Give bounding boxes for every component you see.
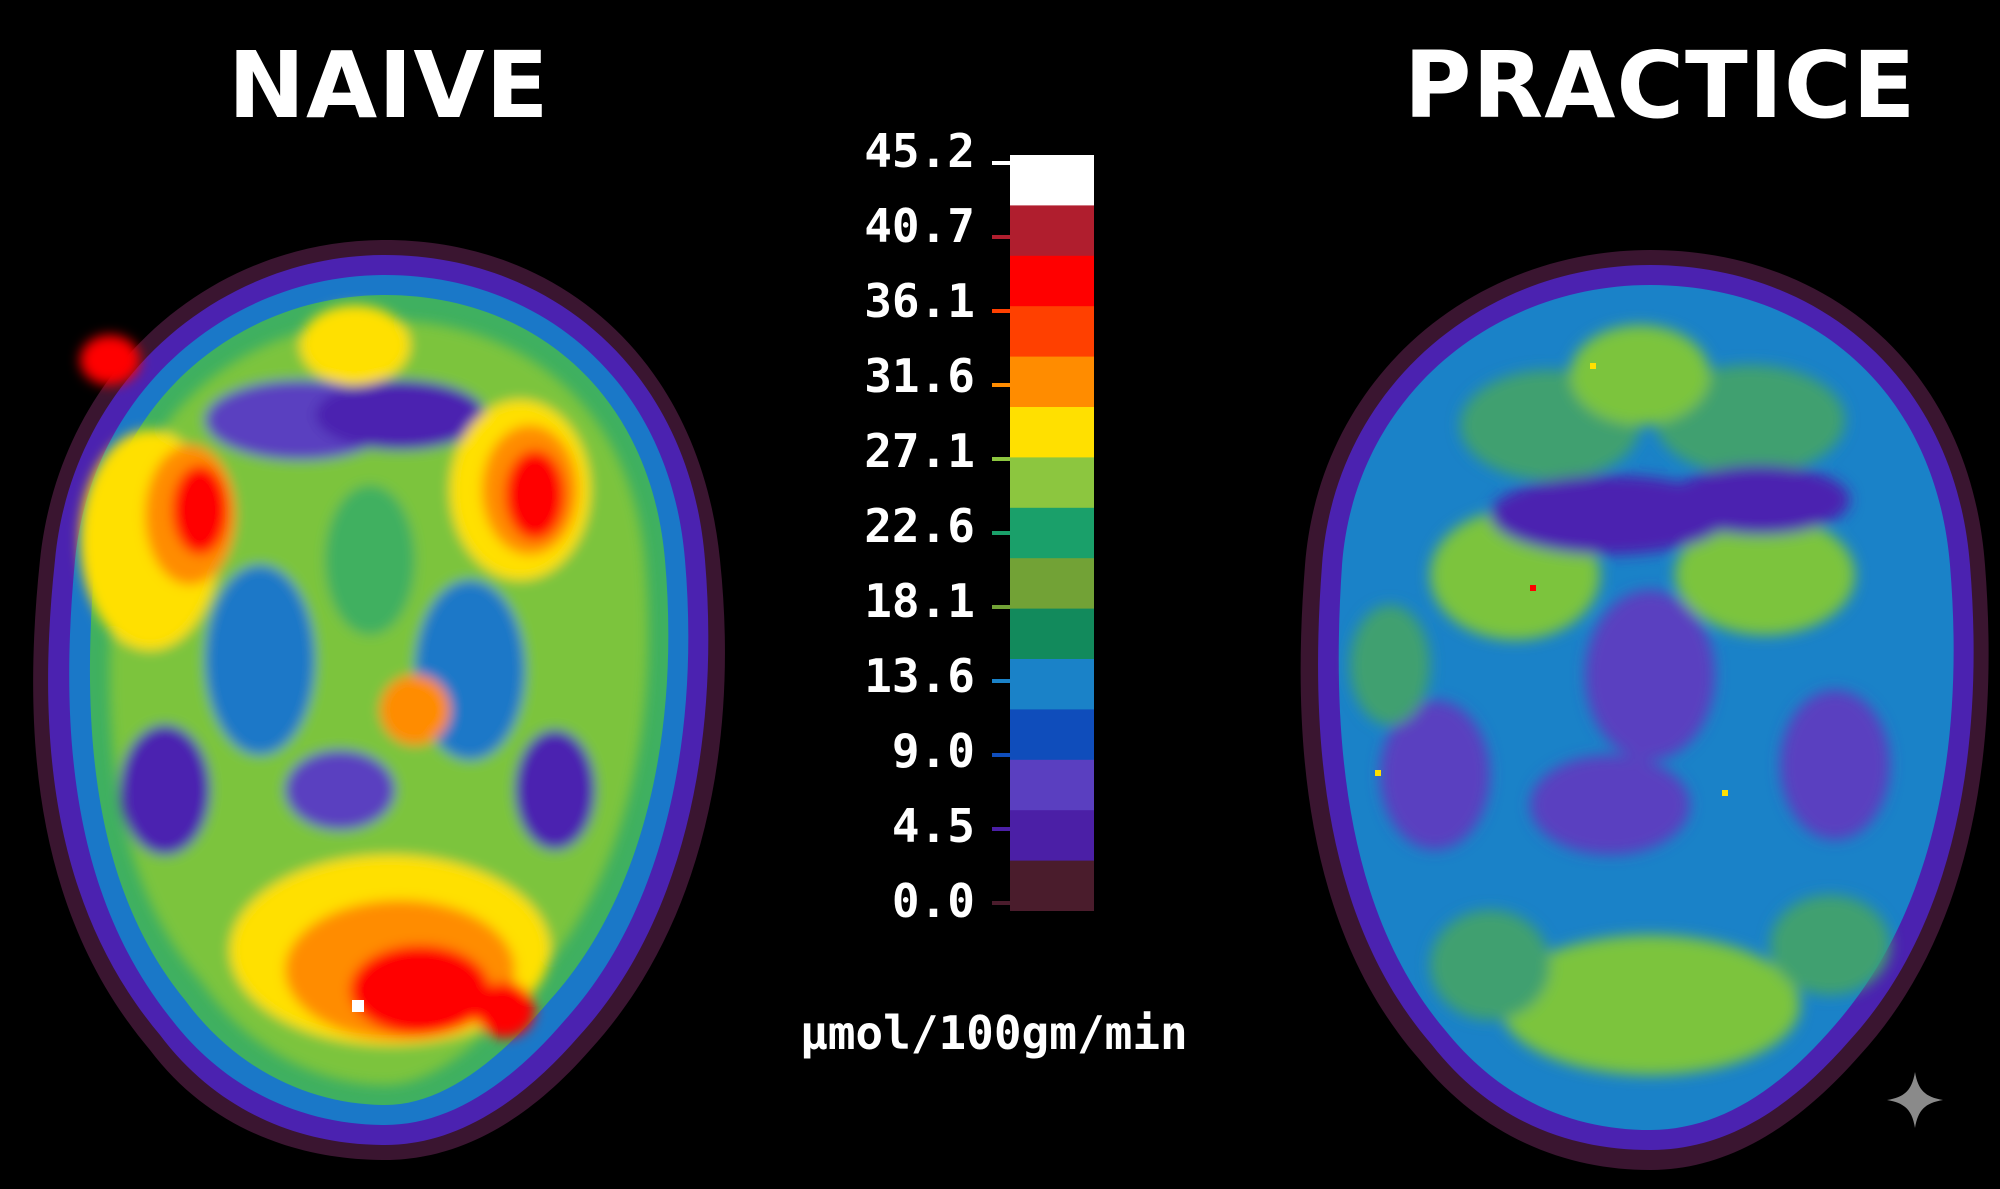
scale-label: 4.5 <box>891 799 975 853</box>
scale-label: 40.7 <box>864 199 975 253</box>
scale-segment <box>1010 759 1094 811</box>
scale-segment <box>1010 608 1094 660</box>
scale-tick <box>992 457 1010 461</box>
scale-tick <box>992 383 1010 387</box>
scale-tick <box>992 605 1010 609</box>
scale-label: 13.6 <box>864 649 975 703</box>
scale-label: 31.6 <box>864 349 975 403</box>
scale-segment <box>1010 709 1094 761</box>
sparkle-icon <box>1887 1072 1943 1128</box>
scale-tick <box>992 679 1010 683</box>
scale-label: 36.1 <box>864 274 975 328</box>
scale-label: 27.1 <box>864 424 975 478</box>
color-scale-bar <box>992 155 1094 911</box>
unit-label: µmol/100gm/min <box>800 1006 1188 1060</box>
scale-segment <box>1010 356 1094 408</box>
scale-tick <box>992 827 1010 831</box>
scale-tick <box>992 235 1010 239</box>
scale-segment <box>1010 810 1094 862</box>
practice-brain-scan-image <box>1280 245 2000 1189</box>
scale-tick <box>992 753 1010 757</box>
scale-label: 45.2 <box>864 124 975 178</box>
naive-title: NAIVE <box>228 32 550 139</box>
naive-brain-scan-image <box>0 230 770 1189</box>
scale-tick <box>992 161 1010 165</box>
scale-segment <box>1010 457 1094 509</box>
scale-segment <box>1010 407 1094 458</box>
scale-tick <box>992 309 1010 313</box>
scale-tick <box>992 531 1010 535</box>
scale-label: 22.6 <box>864 499 975 553</box>
scale-label: 9.0 <box>891 724 975 778</box>
scale-segment <box>1010 205 1094 257</box>
scale-segment <box>1010 860 1094 911</box>
scale-tick <box>992 901 1010 905</box>
scale-segment <box>1010 507 1094 559</box>
scale-segment <box>1010 306 1094 358</box>
practice-title: PRACTICE <box>1404 32 1917 139</box>
scale-segment <box>1010 659 1094 710</box>
scale-segment <box>1010 558 1094 610</box>
scale-label: 18.1 <box>864 574 975 628</box>
scale-segment <box>1010 155 1094 206</box>
scale-segment <box>1010 255 1094 307</box>
scale-label: 0.0 <box>891 874 975 928</box>
